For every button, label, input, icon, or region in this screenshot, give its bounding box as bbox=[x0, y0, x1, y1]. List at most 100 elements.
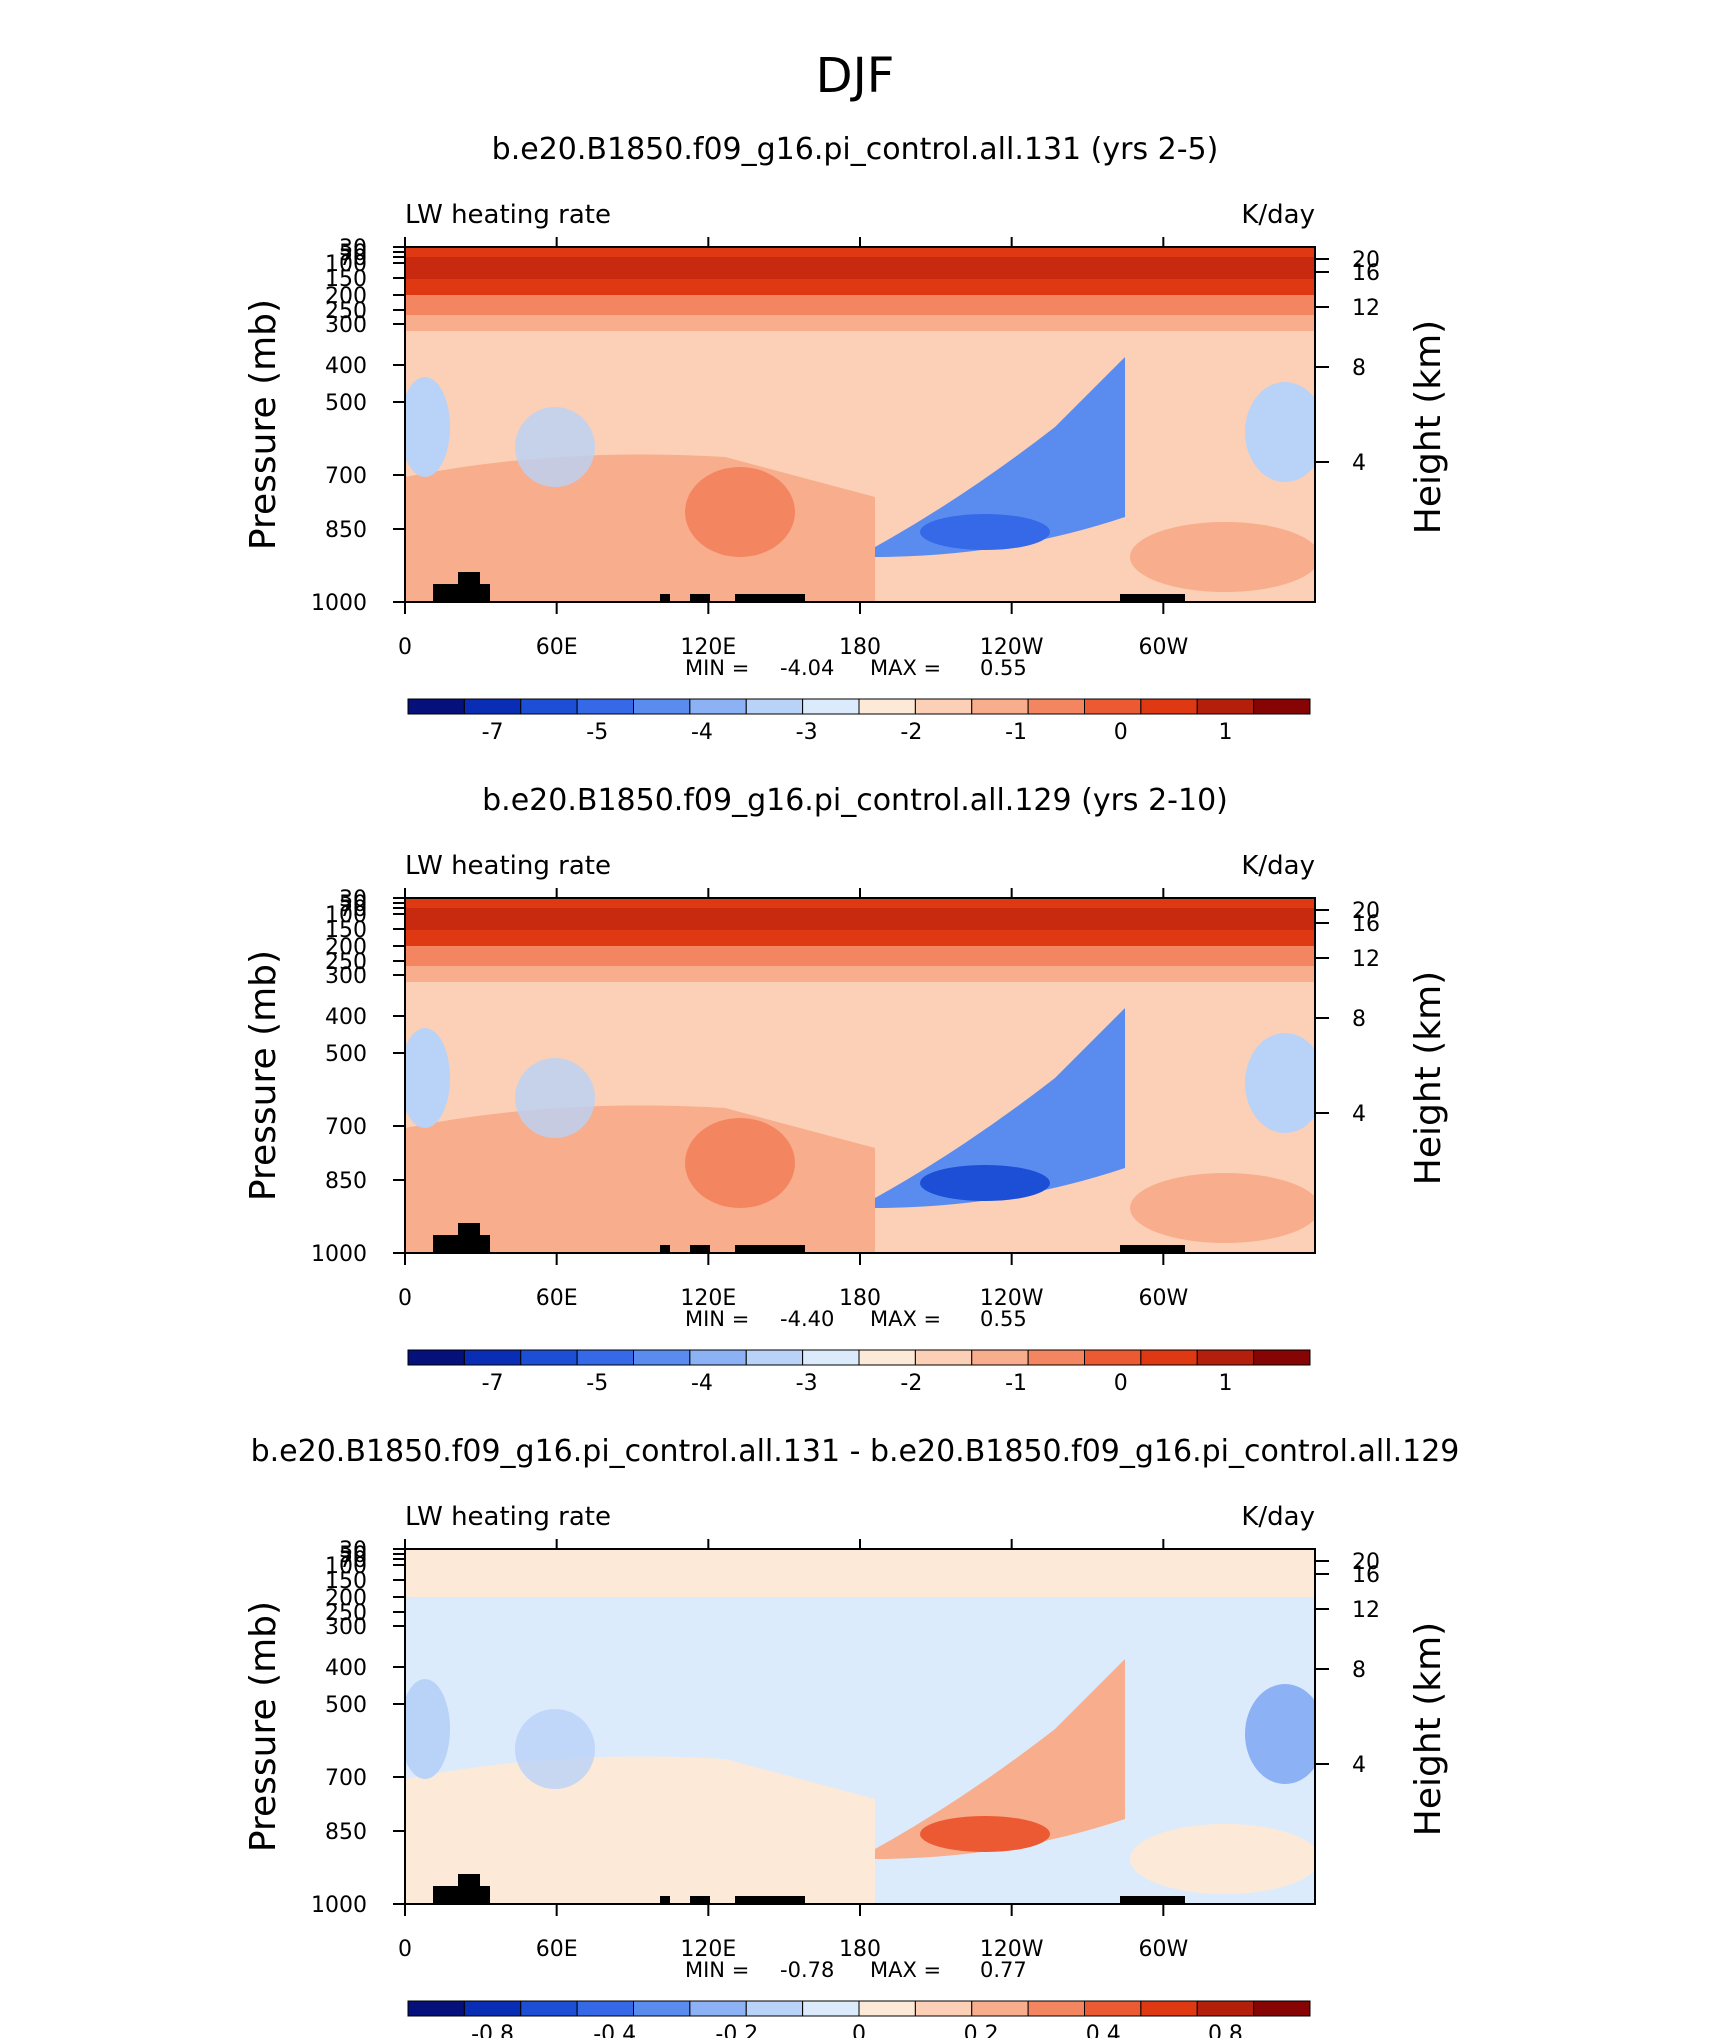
colorbar-label: -0.2 bbox=[715, 2022, 758, 2038]
upper-trop-band bbox=[405, 295, 1315, 315]
y-right-tick-label: 12 bbox=[1352, 1598, 1380, 1623]
x-tick-label: 120W bbox=[980, 1286, 1044, 1311]
colorbar-label: 0.2 bbox=[964, 2022, 999, 2038]
y-right-tick-label: 16 bbox=[1352, 1563, 1380, 1588]
y-tick-label: 100 bbox=[325, 252, 367, 277]
warm-region-right bbox=[1130, 522, 1315, 592]
chart-panel: b.e20.B1850.f09_g16.pi_control.all.131 -… bbox=[243, 1434, 1459, 2038]
y-right-tick-label: 12 bbox=[1352, 947, 1380, 972]
panel-title: b.e20.B1850.f09_g16.pi_control.all.131 -… bbox=[251, 1434, 1460, 1469]
warm-region-center bbox=[685, 1769, 795, 1859]
colorbar-label: 1 bbox=[1218, 720, 1232, 745]
colorbar-swatch bbox=[463, 698, 522, 715]
y-right-tick-label: 8 bbox=[1352, 356, 1366, 381]
max-label: MAX = bbox=[870, 1958, 941, 1982]
y-tick-label: 70 bbox=[339, 1548, 367, 1573]
colorbar-label: -4 bbox=[691, 720, 713, 745]
x-tick-label: 60E bbox=[536, 635, 578, 660]
x-tick-label: 120W bbox=[980, 1937, 1044, 1962]
colorbar-swatch bbox=[520, 698, 578, 715]
y-tick-label: 300 bbox=[325, 313, 367, 338]
warm-region-center bbox=[685, 467, 795, 557]
tongue-core bbox=[920, 1816, 1050, 1852]
y-right-axis-label: Height (km) bbox=[1408, 320, 1449, 534]
colorbar-label: -0.4 bbox=[593, 2022, 636, 2038]
colorbar-label: -7 bbox=[482, 720, 504, 745]
y-right-tick-label: 16 bbox=[1352, 261, 1380, 286]
y-right-tick-label: 16 bbox=[1352, 912, 1380, 937]
y-tick-label: 200 bbox=[325, 1586, 367, 1611]
colorbar-swatch bbox=[1253, 2000, 1311, 2017]
upper-trop-band bbox=[405, 946, 1315, 966]
colorbar-label: 0.8 bbox=[1208, 2022, 1243, 2038]
colorbar-swatch bbox=[745, 2000, 804, 2017]
colorbar-label: -5 bbox=[586, 1371, 608, 1396]
x-tick-label: 60W bbox=[1138, 1286, 1188, 1311]
colorbar-swatch bbox=[1027, 698, 1085, 715]
y-tick-label: 250 bbox=[325, 950, 367, 975]
cool-region-right bbox=[1245, 1684, 1315, 1784]
colorbar-label: 0 bbox=[1114, 720, 1128, 745]
colorbar-swatch bbox=[1196, 2000, 1255, 2017]
max-label: MAX = bbox=[870, 1307, 941, 1331]
y-tick-label: 50 bbox=[339, 1543, 367, 1568]
x-tick-label: 0 bbox=[398, 1286, 412, 1311]
colorbar-swatch bbox=[1253, 698, 1311, 715]
min-label: MIN = bbox=[685, 1958, 749, 1982]
colorbar-swatch bbox=[802, 1349, 860, 1366]
land-mask bbox=[480, 584, 490, 602]
colorbar-swatch bbox=[914, 1349, 973, 1366]
max-value: 0.55 bbox=[980, 656, 1027, 680]
y-tick-label: 850 bbox=[325, 1820, 367, 1845]
x-tick-label: 120E bbox=[680, 635, 736, 660]
y-axis-label: Pressure (mb) bbox=[243, 299, 284, 550]
colorbar-swatch bbox=[407, 698, 465, 715]
y-tick-label: 30 bbox=[339, 236, 367, 261]
land-mask bbox=[480, 1886, 490, 1904]
colorbar-swatch bbox=[576, 1349, 634, 1366]
max-value: 0.77 bbox=[980, 1958, 1027, 1982]
stratosphere-band bbox=[405, 1549, 1315, 1597]
colorbar-label: -7 bbox=[482, 1371, 504, 1396]
land-mask bbox=[458, 1874, 480, 1904]
colorbar-swatch bbox=[1253, 1349, 1311, 1366]
colorbar-swatch bbox=[858, 1349, 916, 1366]
colorbar-swatch bbox=[802, 698, 860, 715]
tongue-region bbox=[875, 1008, 1125, 1208]
colorbar-swatch bbox=[1140, 698, 1198, 715]
y-tick-label: 500 bbox=[325, 1042, 367, 1067]
y-tick-label: 700 bbox=[325, 1766, 367, 1791]
min-value: -4.40 bbox=[780, 1307, 834, 1331]
y-tick-label: 850 bbox=[325, 1169, 367, 1194]
y-tick-label: 400 bbox=[325, 354, 367, 379]
land-mask bbox=[433, 1235, 458, 1253]
colorbar-label: -0.8 bbox=[471, 2022, 514, 2038]
y-tick-label: 30 bbox=[339, 1538, 367, 1563]
y-right-tick-label: 4 bbox=[1352, 1102, 1366, 1127]
y-tick-label: 250 bbox=[325, 299, 367, 324]
plot-field bbox=[405, 1549, 1315, 1904]
colorbar-swatch bbox=[971, 1349, 1029, 1366]
colorbar-swatch bbox=[407, 1349, 465, 1366]
land-mask bbox=[660, 1896, 670, 1904]
colorbar-label: -3 bbox=[796, 1371, 818, 1396]
colorbar-swatch bbox=[689, 2000, 747, 2017]
colorbar-label: -1 bbox=[1005, 1371, 1027, 1396]
y-tick-label: 100 bbox=[325, 903, 367, 928]
panel-title: b.e20.B1850.f09_g16.pi_control.all.129 (… bbox=[482, 783, 1228, 818]
x-tick-label: 120E bbox=[680, 1937, 736, 1962]
colorbar-swatch bbox=[407, 2000, 465, 2017]
colorbar-swatch bbox=[576, 2000, 634, 2017]
y-right-tick-label: 4 bbox=[1352, 451, 1366, 476]
colorbar-swatch bbox=[971, 2000, 1029, 2017]
y-right-tick-label: 20 bbox=[1352, 1550, 1380, 1575]
y-tick-label: 850 bbox=[325, 518, 367, 543]
y-tick-label: 1000 bbox=[311, 1242, 367, 1267]
chart-panel: b.e20.B1850.f09_g16.pi_control.all.131 (… bbox=[243, 132, 1449, 745]
upper-trop-band-2 bbox=[405, 966, 1315, 982]
x-tick-label: 60W bbox=[1138, 1937, 1188, 1962]
min-label: MIN = bbox=[685, 656, 749, 680]
warm-region-center bbox=[685, 1118, 795, 1208]
y-tick-label: 1000 bbox=[311, 1893, 367, 1918]
y-right-tick-label: 8 bbox=[1352, 1658, 1366, 1683]
